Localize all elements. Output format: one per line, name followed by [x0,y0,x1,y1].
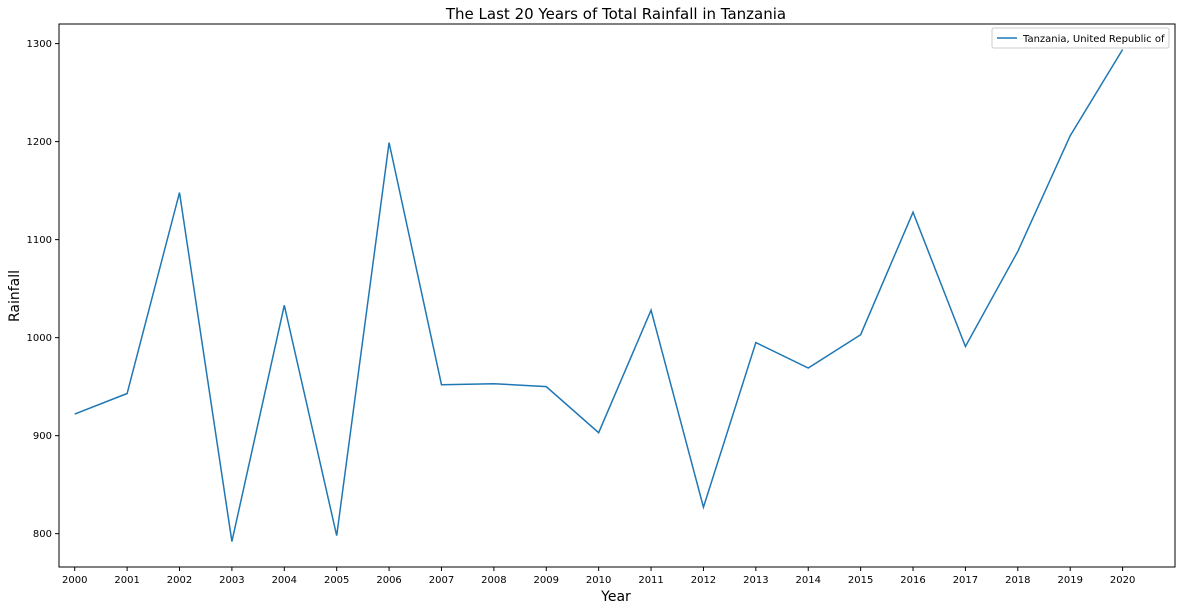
y-tick-label-1300: 1300 [27,39,52,50]
plot-frame [58,23,1176,568]
x-tick-label-2014: 2014 [796,575,821,586]
x-tick-label-2008: 2008 [481,575,506,586]
x-tick-label-2007: 2007 [429,575,454,586]
y-tick-label-1100: 1100 [27,235,52,246]
x-tick-label-2009: 2009 [534,575,559,586]
y-tick-label-1000: 1000 [27,333,52,344]
y-axis-ticks: 800 900 1000 1100 1200 1300 [27,39,59,540]
x-tick-label-2005: 2005 [324,575,349,586]
x-tick-label-2002: 2002 [167,575,192,586]
x-tick-label-2019: 2019 [1057,575,1082,586]
x-axis-label: Year [600,589,631,605]
x-tick-label-2011: 2011 [638,575,663,586]
x-tick-label-2013: 2013 [743,575,768,586]
legend-label-tanzania: Tanzania, United Republic of [1022,34,1165,45]
x-tick-label-2001: 2001 [114,575,139,586]
legend: Tanzania, United Republic of [991,27,1170,49]
x-tick-label-2003: 2003 [219,575,244,586]
x-tick-label-2000: 2000 [62,575,87,586]
x-tick-label-2015: 2015 [848,575,873,586]
x-tick-label-2010: 2010 [586,575,611,586]
plot-area [58,23,1176,568]
y-tick-label-900: 900 [33,431,52,442]
x-tick-label-2006: 2006 [376,575,401,586]
chart-title: The Last 20 Years of Total Rainfall in T… [445,5,786,23]
x-axis-ticks: 2000 2001 2002 2003 2004 2005 2006 2007 2008 2009… [62,567,1135,586]
y-tick-label-800: 800 [33,529,52,540]
x-tick-label-2018: 2018 [1005,575,1030,586]
x-tick-label-2004: 2004 [272,575,297,586]
legend-box [991,27,1170,49]
y-axis-label: Rainfall [7,270,23,322]
x-tick-label-2016: 2016 [900,575,925,586]
x-tick-label-2017: 2017 [953,575,978,586]
y-tick-label-1200: 1200 [27,137,52,148]
x-tick-label-2020: 2020 [1110,575,1135,586]
x-tick-label-2012: 2012 [691,575,716,586]
